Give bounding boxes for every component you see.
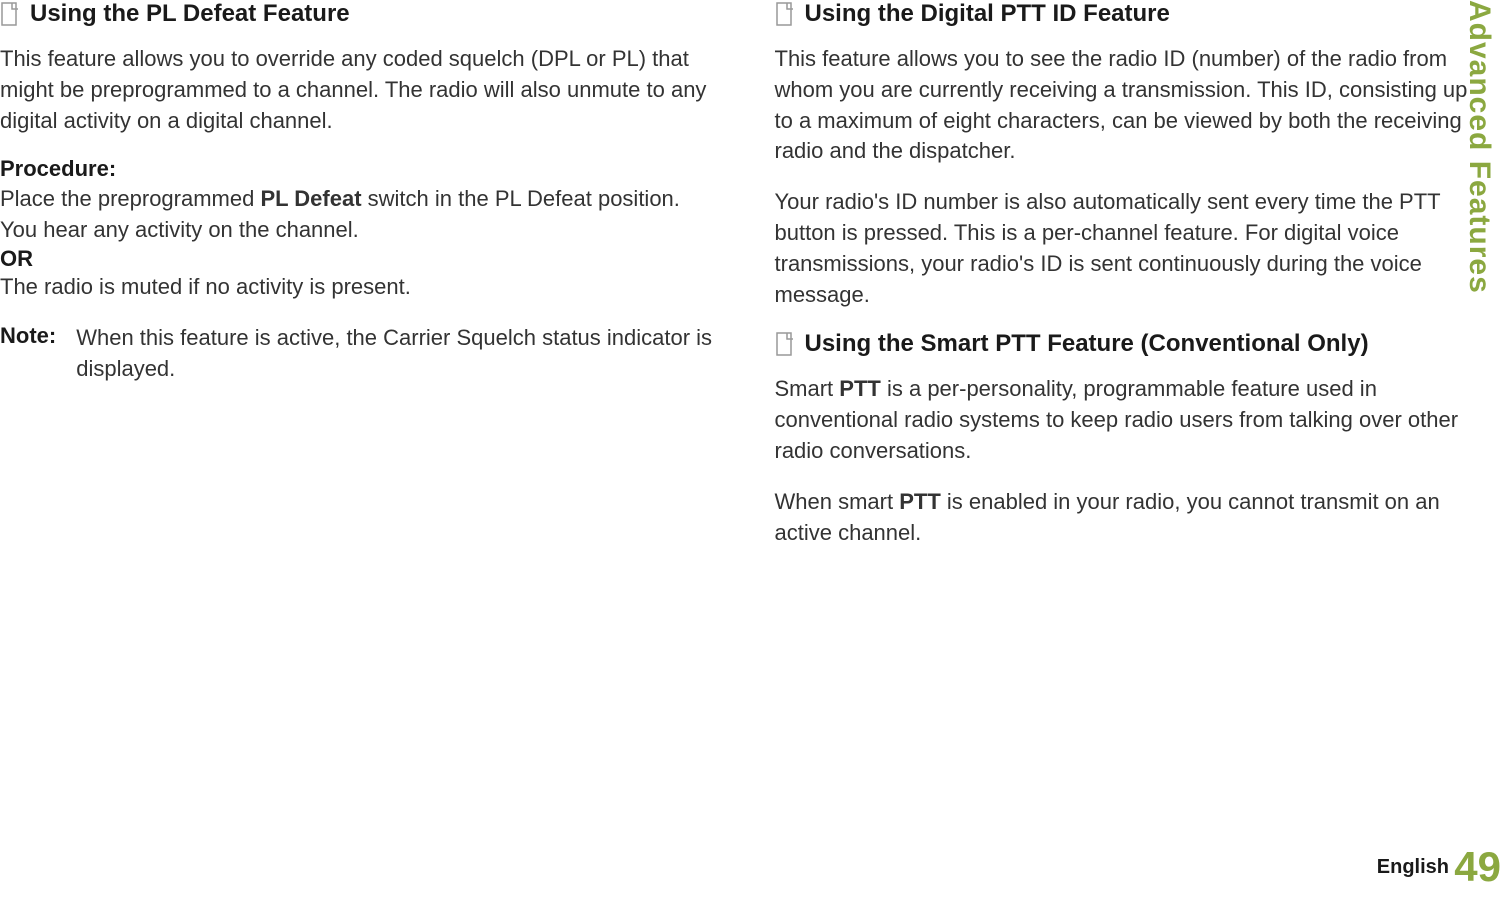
right-para-1: This feature allows you to see the radio… [775,44,1490,167]
note-label: Note: [0,323,56,385]
procedure-label: Procedure: [0,156,715,182]
or-label: OR [0,246,715,272]
para-4-bold: PTT [899,489,941,514]
document-icon [775,1,795,27]
heading-text: Using the PL Defeat Feature [30,0,350,28]
section-heading-digital-ptt: Using the Digital PTT ID Feature [775,0,1490,28]
heading-text: Using the Digital PTT ID Feature [805,0,1170,28]
right-para-2: Your radio's ID number is also automatic… [775,187,1490,310]
document-icon [775,331,795,357]
para-3-a: Smart [775,376,840,401]
side-tab-text: Advanced Features [1462,0,1496,294]
document-icon [0,1,20,27]
procedure-line-3: The radio is muted if no activity is pre… [0,272,715,303]
para-3-bold: PTT [839,376,881,401]
para-4-a: When smart [775,489,900,514]
section-heading-smart-ptt: Using the Smart PTT Feature (Conventiona… [775,330,1490,358]
side-tab: Advanced Features [1449,0,1509,901]
section-heading-pl-defeat: Using the PL Defeat Feature [0,0,715,28]
right-column: Using the Digital PTT ID Feature This fe… [755,0,1509,901]
procedure-text-1: Place the preprogrammed [0,186,260,211]
language-label: English [1377,856,1449,879]
right-para-3: Smart PTT is a per-personality, programm… [775,374,1490,466]
page-number: 49 [1454,843,1501,891]
right-para-4: When smart PTT is enabled in your radio,… [775,487,1490,549]
heading-text: Using the Smart PTT Feature (Conventiona… [805,330,1369,358]
page-container: Using the PL Defeat Feature This feature… [0,0,1509,901]
procedure-line-1: Place the preprogrammed PL Defeat switch… [0,184,715,246]
note-text: When this feature is active, the Carrier… [76,323,714,385]
left-column: Using the PL Defeat Feature This feature… [0,0,755,901]
note-block: Note: When this feature is active, the C… [0,323,715,385]
content-area: Using the PL Defeat Feature This feature… [0,0,1509,901]
intro-paragraph: This feature allows you to override any … [0,44,715,136]
procedure-bold-1: PL Defeat [260,186,361,211]
